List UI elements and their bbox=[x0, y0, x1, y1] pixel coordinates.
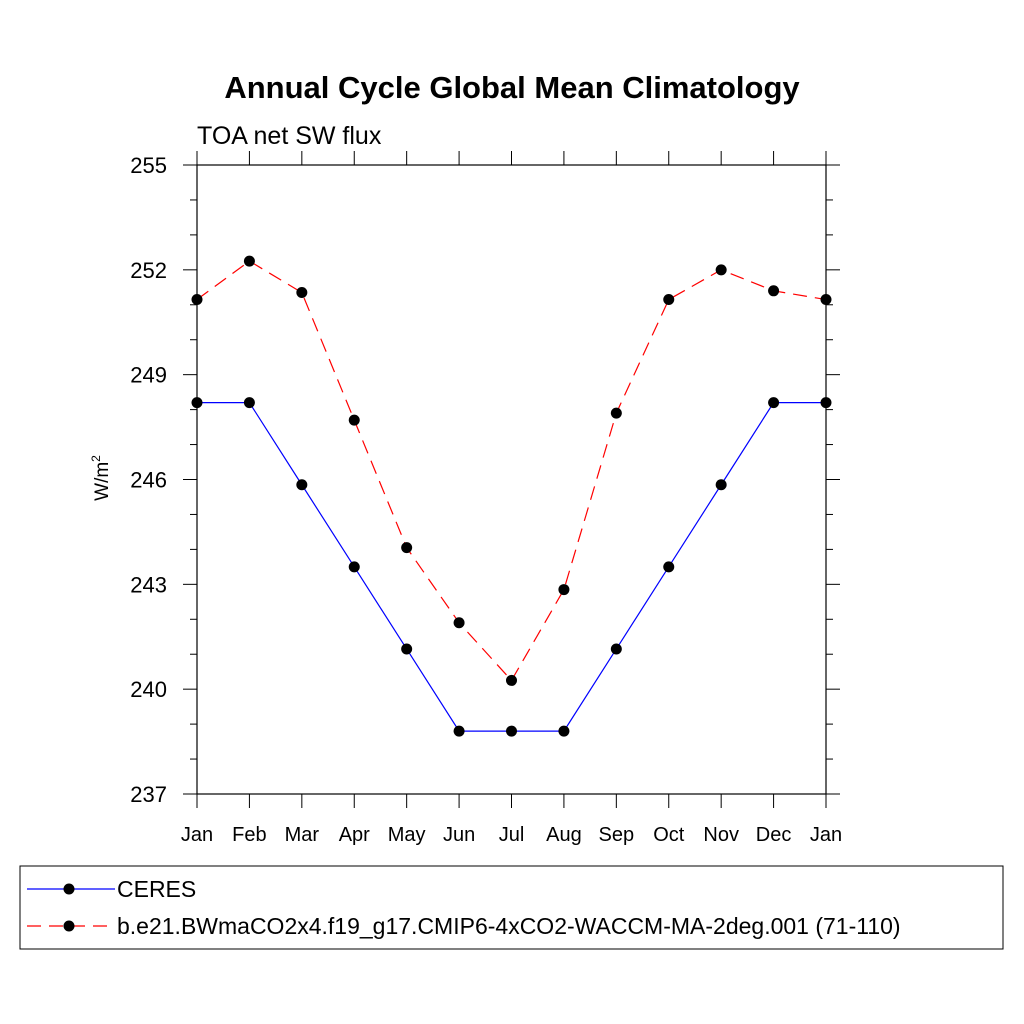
x-tick-label: May bbox=[388, 824, 426, 846]
data-point bbox=[558, 725, 570, 737]
x-tick-label: Nov bbox=[703, 824, 739, 846]
x-tick-label: Jun bbox=[443, 824, 475, 846]
data-point bbox=[401, 643, 413, 655]
x-tick-label: Jan bbox=[181, 824, 213, 846]
x-tick-label: Jul bbox=[499, 824, 525, 846]
x-tick-label: Jan bbox=[810, 824, 842, 846]
data-point bbox=[820, 397, 832, 409]
legend-label: b.e21.BWmaCO2x4.f19_g17.CMIP6-4xCO2-WACC… bbox=[117, 913, 901, 939]
data-point bbox=[296, 287, 308, 299]
data-point bbox=[558, 584, 570, 596]
legend-box bbox=[19, 865, 1004, 950]
data-point bbox=[243, 255, 255, 267]
chart-title: Annual Cycle Global Mean Climatology bbox=[224, 70, 800, 105]
data-point bbox=[610, 407, 622, 419]
data-point bbox=[768, 285, 780, 297]
data-point bbox=[715, 479, 727, 491]
y-tick-label: 255 bbox=[130, 153, 167, 178]
y-tick-label: 246 bbox=[130, 468, 167, 493]
y-tick-label: 240 bbox=[130, 677, 167, 702]
legend-item-1: CERES bbox=[27, 876, 196, 902]
data-point bbox=[820, 294, 832, 306]
axes: 237 240 243 246 249 252 255 Jan Feb Mar Apr May Jun J… bbox=[130, 151, 842, 846]
y-tick-label: 252 bbox=[130, 258, 167, 283]
y-axis-label-superscript: 2 bbox=[89, 455, 103, 462]
data-point bbox=[191, 294, 203, 306]
data-point bbox=[191, 397, 203, 409]
plot-frame bbox=[196, 164, 827, 795]
x-tick-label: Dec bbox=[756, 824, 792, 846]
y-tick-label: 243 bbox=[130, 572, 167, 597]
legend-marker bbox=[63, 883, 75, 895]
x-tick-label: Oct bbox=[653, 824, 685, 846]
data-point bbox=[453, 617, 465, 629]
legend-item-2: b.e21.BWmaCO2x4.f19_g17.CMIP6-4xCO2-WACC… bbox=[27, 913, 901, 939]
x-tick-label: Feb bbox=[232, 824, 266, 846]
x-tick-label: Mar bbox=[285, 824, 320, 846]
series-line bbox=[196, 260, 827, 682]
x-tick-label: Aug bbox=[546, 824, 582, 846]
data-point bbox=[506, 674, 517, 686]
y-tick-label: 237 bbox=[130, 782, 167, 807]
data-point bbox=[663, 294, 675, 306]
series-2 bbox=[191, 255, 832, 686]
data-point bbox=[610, 643, 622, 655]
data-point bbox=[663, 561, 675, 573]
data-point bbox=[243, 397, 255, 409]
legend-marker bbox=[63, 920, 75, 932]
data-point bbox=[296, 479, 308, 491]
legend: CERES b.e21.BWmaCO2x4.f19_g17.CMIP6-4xCO2… bbox=[19, 865, 1004, 950]
x-tick-label: Apr bbox=[339, 824, 370, 846]
data-point bbox=[715, 264, 727, 276]
data-point bbox=[768, 397, 780, 409]
x-tick-label: Sep bbox=[599, 824, 635, 846]
data-point bbox=[348, 414, 360, 426]
data-point bbox=[506, 725, 517, 737]
data-point bbox=[401, 542, 413, 554]
legend-label: CERES bbox=[117, 876, 196, 902]
data-point bbox=[348, 561, 360, 573]
series-layer bbox=[191, 255, 832, 737]
y-axis-label-text: W/m bbox=[92, 462, 113, 501]
data-point bbox=[453, 725, 465, 737]
y-axis-label: W/m2 bbox=[89, 455, 113, 501]
series-1 bbox=[191, 397, 832, 737]
y-tick-label: 249 bbox=[130, 363, 167, 388]
chart-subtitle: TOA net SW flux bbox=[197, 122, 382, 150]
